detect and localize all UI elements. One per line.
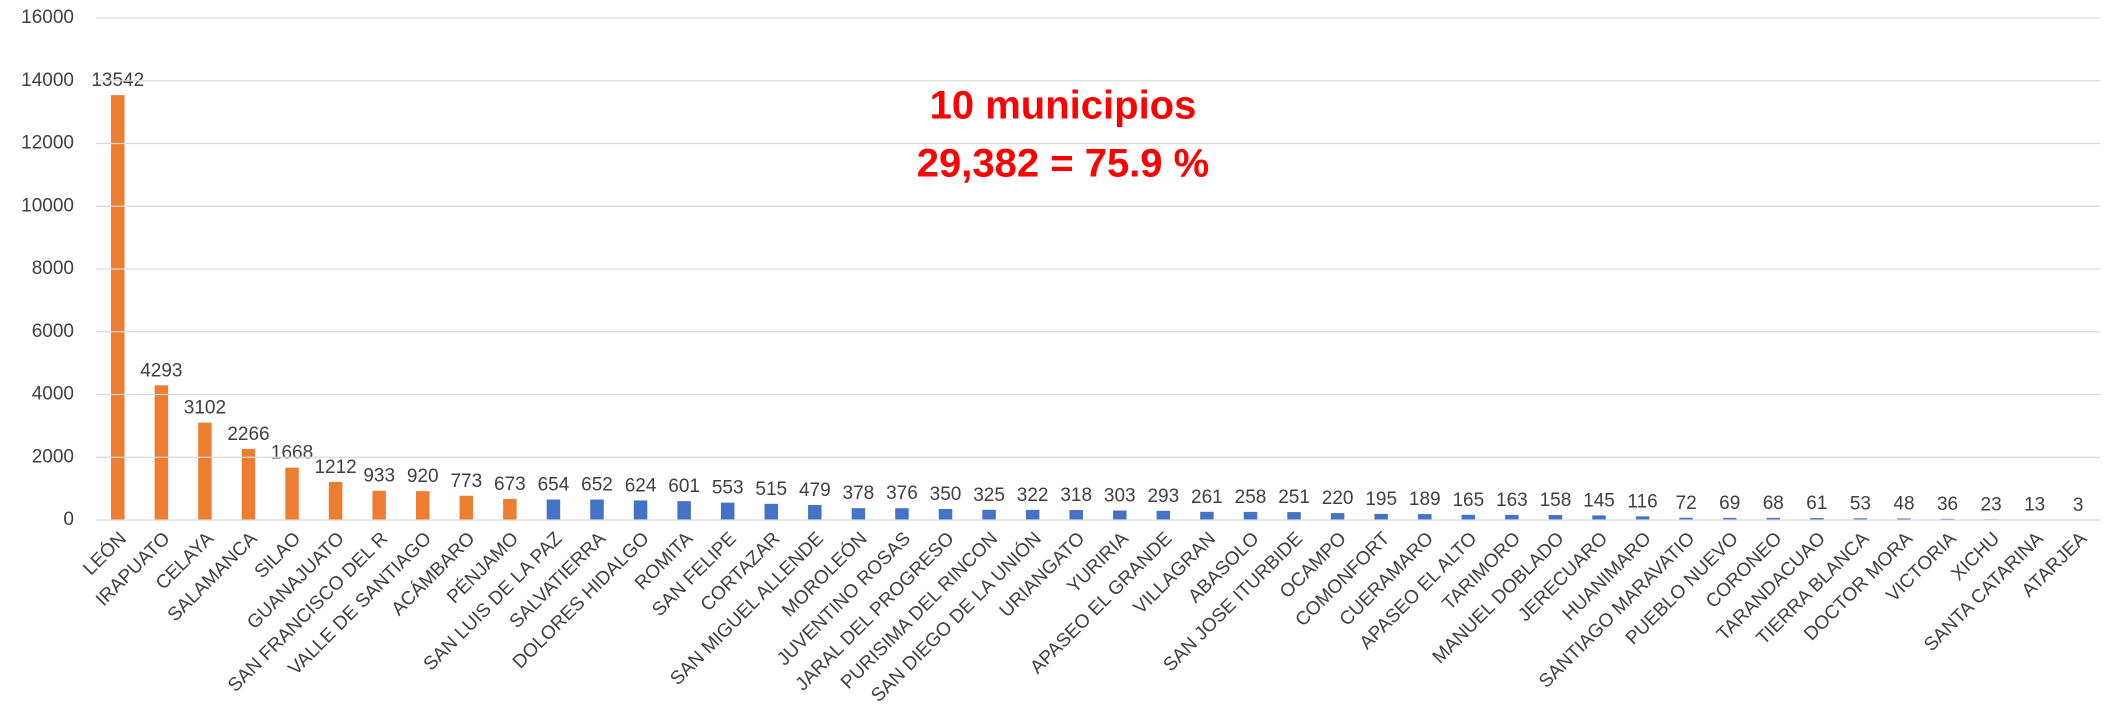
data-label: 515	[755, 479, 787, 500]
data-label: 189	[1409, 489, 1441, 510]
y-tick-label: 0	[63, 509, 74, 530]
bar	[1069, 510, 1083, 520]
data-label: 53	[1850, 493, 1871, 514]
y-tick-label: 12000	[21, 133, 74, 154]
data-label: 350	[930, 484, 962, 505]
data-label: 2266	[227, 424, 269, 445]
data-label: 652	[581, 475, 613, 496]
data-label: 48	[1893, 494, 1914, 515]
bar	[285, 467, 299, 520]
data-label: 378	[843, 483, 875, 504]
y-tick-label: 8000	[32, 258, 74, 279]
bar	[1113, 510, 1127, 520]
y-tick-label: 16000	[21, 7, 74, 28]
data-label: 601	[668, 476, 700, 497]
bar	[1287, 512, 1301, 520]
bar	[633, 500, 648, 520]
y-tick-label: 2000	[32, 446, 74, 467]
bar	[982, 509, 996, 520]
bar	[677, 501, 691, 520]
bar	[111, 95, 125, 520]
y-tick-label: 4000	[32, 384, 74, 405]
data-label: 376	[886, 483, 918, 504]
data-label: 933	[363, 466, 395, 487]
bar	[938, 509, 953, 520]
bar	[1853, 518, 1868, 520]
bar	[1330, 513, 1345, 520]
bar	[1156, 510, 1171, 520]
bar	[851, 508, 866, 520]
data-label: 116	[1627, 491, 1657, 512]
data-label: 258	[1235, 487, 1267, 508]
bar	[503, 498, 517, 520]
data-label: 13	[2024, 495, 2045, 516]
data-label: 553	[712, 478, 744, 499]
data-label: 3102	[184, 398, 226, 419]
data-label: 773	[450, 471, 482, 492]
bar	[1592, 515, 1606, 520]
data-label: 322	[1017, 485, 1049, 506]
bar	[1200, 511, 1214, 520]
bar	[1679, 517, 1693, 520]
bar	[808, 504, 822, 520]
bar	[720, 502, 735, 520]
bar	[1897, 518, 1911, 520]
data-label: 23	[1981, 494, 2002, 515]
bar	[459, 495, 474, 520]
data-label: 3	[2073, 495, 2084, 516]
data-label: 4293	[140, 360, 182, 381]
data-label: 261	[1191, 487, 1223, 508]
data-label: 72	[1676, 493, 1697, 514]
data-label: 673	[494, 474, 526, 495]
bar	[1374, 513, 1388, 520]
data-label: 195	[1365, 489, 1397, 510]
data-label: 158	[1540, 490, 1572, 511]
annotation: 10 municipios	[930, 84, 1197, 128]
bar	[241, 448, 256, 520]
data-label: 293	[1147, 486, 1179, 507]
bar	[1417, 514, 1432, 520]
bar	[154, 385, 169, 520]
data-label: 68	[1763, 493, 1784, 514]
annotation: 29,382 = 75.9 %	[917, 142, 1209, 186]
data-label: 920	[407, 466, 439, 487]
data-label: 61	[1806, 493, 1827, 514]
data-label: 165	[1452, 490, 1484, 511]
y-tick-label: 10000	[21, 195, 74, 216]
bar	[1025, 509, 1040, 520]
bar	[1505, 514, 1519, 520]
data-label: 36	[1937, 494, 1958, 515]
bar	[764, 503, 779, 520]
bar	[1548, 515, 1563, 520]
data-label: 654	[538, 474, 570, 495]
data-label: 318	[1060, 485, 1092, 506]
bar	[1635, 516, 1650, 520]
data-label: 1668	[271, 443, 313, 464]
y-tick-label: 6000	[32, 321, 74, 342]
data-label: 220	[1322, 488, 1354, 509]
data-label: 624	[625, 475, 657, 496]
y-tick-label: 14000	[21, 70, 74, 91]
data-label: 251	[1278, 487, 1310, 508]
bar	[546, 499, 561, 520]
data-label: 325	[973, 485, 1005, 506]
data-label: 303	[1104, 486, 1136, 507]
bar	[372, 490, 386, 520]
bar	[1810, 518, 1824, 520]
bar	[895, 508, 909, 520]
data-label: 145	[1583, 490, 1615, 511]
bar	[328, 481, 343, 520]
bar	[1461, 514, 1476, 520]
bar	[1766, 517, 1781, 520]
bar	[1243, 511, 1258, 520]
bar	[415, 491, 430, 520]
data-label: 163	[1496, 490, 1528, 511]
data-label: 69	[1719, 493, 1740, 514]
data-label: 1212	[314, 457, 356, 478]
bar	[590, 499, 604, 520]
data-label: 479	[799, 480, 831, 501]
bar	[1722, 517, 1737, 520]
bar	[198, 422, 212, 520]
